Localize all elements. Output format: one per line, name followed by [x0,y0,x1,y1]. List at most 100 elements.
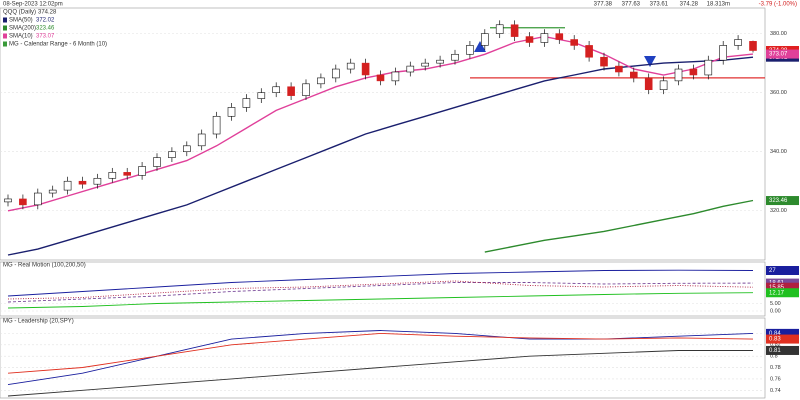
last-value-box [766,345,799,355]
candle-body [272,86,281,93]
candle-body [421,62,430,67]
candle-body [644,77,653,91]
last-value: 15.85 [769,285,785,291]
candle-body [704,59,713,76]
candle-body [659,80,668,91]
candle-body [108,172,117,179]
y-tick-label: 380.00 [770,31,787,37]
quote-change: -3.79 (-1.00%) [759,2,797,8]
series-line [7,350,753,397]
last-value-box [766,288,799,298]
candle-body [570,39,579,46]
candle-body [168,151,176,158]
last-value-box [766,49,799,59]
timestamp: 08-Sep-2023 12:02pm [3,2,63,8]
candle-body [376,74,385,82]
price-pane [0,7,766,261]
candle-body [78,180,87,185]
candle-body [495,24,504,34]
legend-label: SMA(50) [9,18,33,24]
last-value-box [766,282,799,292]
candle-body [600,56,608,67]
legend-swatch [3,25,7,31]
y-tick-label: 5.00 [770,301,781,307]
candle-body [480,33,489,46]
legend-swatch [3,41,7,47]
candle-body [63,180,72,191]
quote-volume: 18.313m [707,2,730,8]
quote-low: 373.61 [650,2,669,8]
candle-body [674,68,683,82]
last-value: 27 [769,268,776,274]
candle-body [436,59,444,64]
candle-body [629,71,638,79]
last-value: 12.17 [769,290,785,296]
last-value: 0.81 [769,348,781,354]
last-value: 0.83 [769,337,781,343]
series-line [7,280,754,300]
candle-body [391,71,400,82]
candle-body [242,98,251,108]
candle-body [331,68,340,79]
last-value: 0.84 [769,331,781,337]
last-value-box [766,334,799,344]
candle-body [212,115,221,135]
pane-title: MG - Leadership (20,SPY) [3,319,74,325]
legend-swatch [3,33,7,39]
legend-label: SMA(200) [9,26,36,32]
y-tick-label: 360.00 [770,90,787,96]
candle-body [540,33,549,43]
motion-pane [0,261,766,317]
candle-body [466,45,474,55]
y-tick-label: 0.78 [770,365,781,371]
y-tick-label: 0.82 [770,342,781,348]
y-tick-label: 340.00 [770,149,787,155]
candle-body [525,36,534,43]
last-value-box [766,196,799,206]
legend-value: 323.46 [36,26,55,32]
candle-body [317,77,325,85]
legend-value: 373.07 [36,34,55,40]
pane-title: MG - Real Motion (100,200,50) [3,263,86,269]
last-value-box [766,266,799,275]
legend-title: QQQ (Daily) [3,10,36,16]
candle-body [197,133,206,147]
candle-body [33,192,42,206]
series-line [7,269,754,297]
candle-body [227,107,236,117]
quote-high: 377.63 [622,2,641,8]
last-value-box [766,328,799,338]
y-tick-label: 0.74 [770,388,781,394]
candle-body [510,24,519,37]
candle-body [734,39,742,46]
series-line [7,332,754,374]
buy-signal [474,41,486,52]
candle-body [361,62,370,76]
sell-signal [644,56,656,67]
last-value: 373.07 [769,52,788,58]
legend-label: SMA(10) [9,34,33,40]
candle-body [4,198,12,203]
candle-body [48,189,57,194]
y-tick-label: 320.00 [770,208,787,214]
candle-body [257,92,266,99]
series-line [7,282,754,303]
candle-body [19,198,27,206]
candle-body [749,41,757,51]
candle-body [585,45,593,58]
series-line [484,199,754,253]
candle-body [93,177,102,185]
leadership-pane [0,317,766,399]
legend-swatch [3,17,7,23]
candle-body [123,172,131,176]
y-tick-label: 0.8 [770,354,778,360]
candle-body [302,83,310,96]
candle-body [346,62,355,70]
legend-label: MG - Calendar Range - 6 Month (10) [9,42,107,48]
legend-value: 374.28 [38,10,57,16]
series-line [7,330,754,386]
candle-body [451,53,459,61]
legend-value: 372.02 [36,18,55,24]
